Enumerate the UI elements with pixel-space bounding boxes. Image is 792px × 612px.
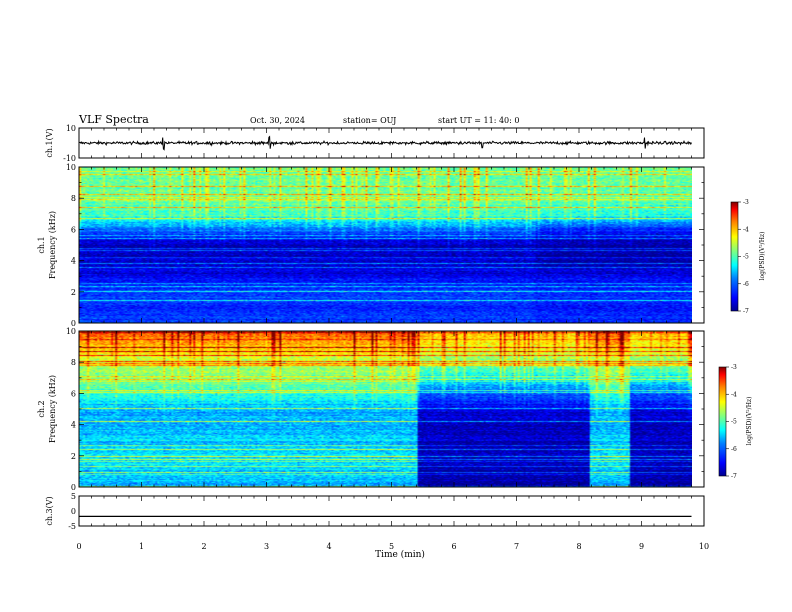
x-tick-label: 8 — [576, 542, 581, 551]
ch2-spec-ylabel-ch: ch.2 — [37, 400, 46, 417]
ch2-spec-ytick: 10 — [66, 327, 76, 336]
ch3-ytick-mid: 0 — [71, 507, 76, 516]
ch2-spec-ytick: 6 — [71, 389, 76, 398]
ch2-spec-ylabel-freq: Frequency (kHz) — [48, 375, 57, 443]
ch2-colorbar-tick: -3 — [731, 364, 737, 371]
ch1-colorbar-tick: -4 — [743, 226, 749, 233]
x-tick-label: 5 — [389, 542, 394, 551]
ch1-spec-ytick: 4 — [71, 257, 76, 266]
x-tick-label: 3 — [264, 542, 269, 551]
ch1-colorbar: -3 -4 -5 -6 -7 log(PSD)(V²/Hz) — [730, 199, 766, 315]
ch2-colorbar-label: log(PSD)(V²/Hz) — [746, 397, 753, 446]
x-tick-label: 2 — [201, 542, 206, 551]
ch2-spectrogram-image — [79, 331, 692, 487]
ch1-spec-ylabel-ch: ch.1 — [37, 236, 46, 253]
ch2-colorbar-tick: -6 — [731, 446, 737, 453]
start-time-label: start UT = 11: 40: 0 — [438, 116, 519, 125]
ch1-waveform-panel: 10 -10 ch.1(V) — [45, 124, 705, 163]
ch3-ytick-top: 5 — [71, 492, 76, 501]
chart-title: VLF Spectra — [78, 113, 149, 126]
ch1-waveform-line — [78, 135, 692, 151]
ch1-spec-ylabel-freq: Frequency (kHz) — [48, 211, 57, 279]
ch2-colorbar-tick: -4 — [731, 391, 737, 398]
ch1-colorbar-tick: -7 — [743, 308, 749, 315]
ch1-colorbar-tick: -5 — [743, 254, 749, 261]
ch1-spec-ytick: 8 — [71, 194, 76, 203]
ch2-colorbar-tick: -7 — [731, 473, 737, 480]
ch2-colorbar-tick: -5 — [731, 419, 737, 426]
ch2-colorbar: -3 -4 -5 -6 -7 log(PSD)(V²/Hz) — [718, 364, 753, 480]
ch3-ylabel: ch.3(V) — [45, 496, 54, 525]
ch2-spec-ytick: 4 — [71, 421, 76, 430]
ch1-ylabel: ch.1(V) — [45, 128, 54, 157]
ch1-ytick-top: 10 — [66, 124, 76, 133]
ch3-waveform-panel: 5 0 -5 ch.3(V) — [45, 492, 705, 531]
ch3-ytick-bottom: -5 — [68, 522, 76, 531]
x-axis-label: Time (min) — [375, 549, 425, 560]
ch1-spec-ytick: 2 — [71, 288, 76, 297]
ch1-colorbar-label: log(PSD)(V²/Hz) — [759, 232, 766, 281]
x-tick-label: 6 — [451, 542, 456, 551]
x-tick-label: 4 — [326, 542, 331, 551]
date-label: Oct. 30, 2024 — [250, 116, 305, 125]
x-tick-label: 1 — [139, 542, 144, 551]
time-axis: 0 1 2 3 4 5 6 7 8 9 10 — [76, 128, 709, 551]
ch2-spec-ytick: 2 — [71, 452, 76, 461]
x-tick-label: 7 — [514, 542, 519, 551]
ch1-spec-ytick: 0 — [71, 319, 76, 328]
station-label: station= OUJ — [343, 116, 396, 125]
x-tick-label: 0 — [76, 542, 81, 551]
ch1-spectrogram-panel: 0 2 4 6 8 10 ch.1 Frequency (kHz) — [37, 163, 705, 328]
x-tick-label: 9 — [639, 542, 644, 551]
ch1-colorbar-tick: -3 — [743, 199, 749, 206]
ch2-spectrogram-panel: 0 2 4 6 8 10 ch.2 Frequency (kHz) — [37, 327, 705, 492]
ch1-spectrogram-image — [79, 167, 692, 323]
ch2-spec-ytick: 0 — [71, 483, 76, 492]
ch2-spec-ytick: 8 — [71, 358, 76, 367]
ch1-spec-ytick: 10 — [66, 163, 76, 172]
ch1-ytick-bottom: -10 — [63, 154, 76, 163]
ch1-colorbar-tick: -6 — [743, 281, 749, 288]
ch1-spec-ytick: 6 — [71, 225, 76, 234]
x-tick-label: 10 — [699, 542, 709, 551]
